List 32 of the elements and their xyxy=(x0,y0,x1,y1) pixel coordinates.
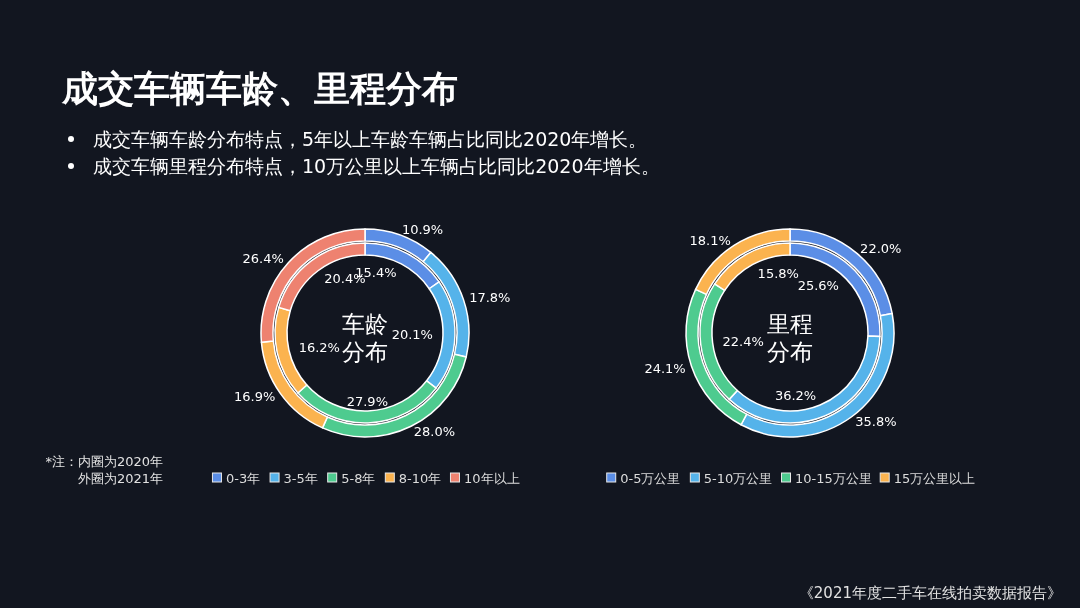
legend-label: 8-10年 xyxy=(398,470,442,486)
text: 《2021年度二手车在线拍卖数据报告》 xyxy=(798,584,1062,602)
legend-label: 0-5万公里 xyxy=(620,470,681,486)
text: 成交车辆车龄、里程分布 xyxy=(61,68,458,109)
data-label: 25.6% xyxy=(797,278,839,294)
legend-label: 10-15万公里 xyxy=(795,470,872,486)
text: 里程分布 xyxy=(767,311,813,365)
data-label: 10.9% xyxy=(401,221,444,237)
text: 成交车辆里程分布特点，10万公里以上车辆占比同比2020年增长。 xyxy=(93,155,660,177)
data-label: 16.9% xyxy=(234,389,276,405)
data-label: 36.2% xyxy=(774,388,817,404)
data-label: 17.8% xyxy=(469,290,511,306)
data-label: 28.0% xyxy=(413,424,456,440)
data-label: 35.8% xyxy=(855,414,897,430)
data-label: 22.4% xyxy=(722,334,764,350)
legend-label: 5-10万公里 xyxy=(703,470,773,486)
legend-label: 5-8年 xyxy=(341,470,376,486)
legend-label: 15万公里以上 xyxy=(893,470,976,486)
legend-label: 0-3年 xyxy=(225,470,261,486)
text: *注：内圈为2020年外圈为2021年 xyxy=(45,454,163,486)
data-label: 22.0% xyxy=(860,240,902,256)
data-label: 20.1% xyxy=(391,327,433,343)
legend-label: 10年以上 xyxy=(463,470,520,486)
data-label: 24.1% xyxy=(644,360,686,376)
data-label: 27.9% xyxy=(346,393,389,409)
data-label: 16.2% xyxy=(298,340,340,356)
text: 成交车辆车龄分布特点，5年以上车龄车辆占比同比2020年增长。 xyxy=(93,128,648,150)
legend-label: 3-5年 xyxy=(283,470,318,486)
data-label: 15.8% xyxy=(757,265,799,281)
data-label: 18.1% xyxy=(689,232,731,248)
data-label: 26.4% xyxy=(242,251,284,267)
text: 车龄分布 xyxy=(342,311,388,365)
